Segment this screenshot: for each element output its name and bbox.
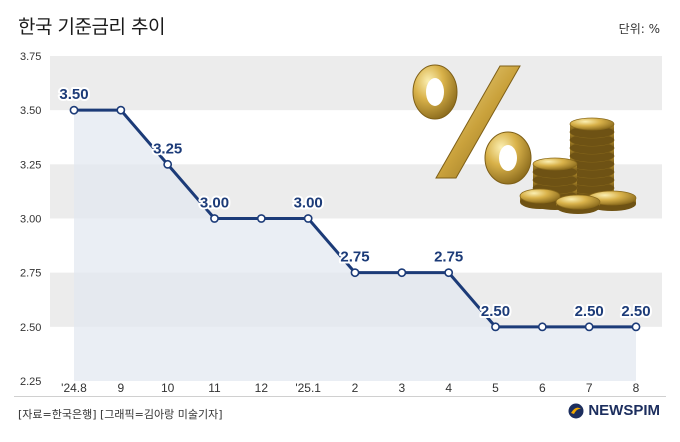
x-tick-label: 9 xyxy=(117,381,124,395)
footer-divider xyxy=(14,396,666,397)
data-point xyxy=(491,322,500,332)
gold-percent-coins-illustration xyxy=(412,64,637,214)
y-tick-label: 3.25 xyxy=(20,159,41,171)
x-tick-label: 11 xyxy=(208,381,221,395)
source-credit: [자료=한국은행] [그래픽=김아랑 미술기자] xyxy=(18,408,223,421)
series-area xyxy=(74,110,636,382)
x-tick-label: 2 xyxy=(352,381,359,395)
data-labels: 3.50 3.25 3.00 3.00 2.75 2.75 2.50 2.50 2.50 xyxy=(57,84,652,322)
newspim-logo: NEWSPIM xyxy=(568,402,660,419)
x-tick-label: 6 xyxy=(539,381,546,395)
series-points xyxy=(69,105,641,332)
y-tick-label: 3.75 xyxy=(20,51,41,63)
x-tick-label: '24.8 xyxy=(61,381,87,395)
data-point xyxy=(397,268,407,278)
coin-face xyxy=(519,188,561,204)
x-tick-label: 7 xyxy=(586,381,593,395)
coin-face xyxy=(569,117,615,131)
data-label: 2.50 xyxy=(575,303,604,320)
data-point xyxy=(116,105,126,115)
data-point xyxy=(350,268,360,278)
chart-title: 한국 기준금리 추이 xyxy=(18,16,165,38)
data-label: 3.25 xyxy=(153,140,182,157)
area-fill xyxy=(74,110,636,382)
x-tick-label: 3 xyxy=(398,381,405,395)
y-tick-label: 2.50 xyxy=(20,322,41,334)
data-point xyxy=(444,268,454,278)
x-tick-label: '25.1 xyxy=(295,381,321,395)
x-tick-label: 4 xyxy=(445,381,452,395)
x-tick-label: 8 xyxy=(633,381,640,395)
data-point xyxy=(163,159,173,169)
x-tick-label: 12 xyxy=(255,381,269,395)
grid-band xyxy=(50,56,662,111)
data-point xyxy=(537,322,547,332)
y-tick-label: 3.00 xyxy=(20,214,41,226)
data-label: 3.50 xyxy=(59,86,88,103)
data-label: 3.00 xyxy=(294,195,323,212)
y-tick-label: 2.25 xyxy=(20,376,41,388)
data-point xyxy=(631,322,641,332)
data-label: 2.50 xyxy=(621,303,650,320)
data-label: 3.00 xyxy=(200,195,229,212)
data-label: 2.50 xyxy=(481,303,510,320)
brand-name: NEWSPIM xyxy=(588,402,660,419)
data-point xyxy=(584,322,594,332)
y-tick-label: 2.75 xyxy=(20,268,41,280)
data-point xyxy=(256,214,266,223)
data-point xyxy=(69,105,79,115)
logo-swirl-icon xyxy=(568,403,584,418)
x-tick-label: 5 xyxy=(492,381,499,395)
y-tick-label: 3.50 xyxy=(20,105,41,117)
data-point xyxy=(303,214,313,223)
coin-face xyxy=(532,157,578,171)
y-axis: 3.75 3.50 3.25 3.00 2.75 2.50 2.25 xyxy=(20,51,41,388)
coin-face xyxy=(555,194,601,210)
data-label: 2.75 xyxy=(340,249,369,266)
x-tick-label: 10 xyxy=(161,381,175,395)
rate-chart: 3.75 3.50 3.25 3.00 2.75 2.50 2.25 '24.8 9 10 11 1… xyxy=(20,51,662,395)
x-axis: '24.8 9 10 11 12 '25.1 2 3 4 5 6 7 8 xyxy=(61,381,639,395)
data-point xyxy=(210,214,219,223)
unit-label: 단위: % xyxy=(618,22,660,36)
data-label: 2.75 xyxy=(434,249,463,266)
